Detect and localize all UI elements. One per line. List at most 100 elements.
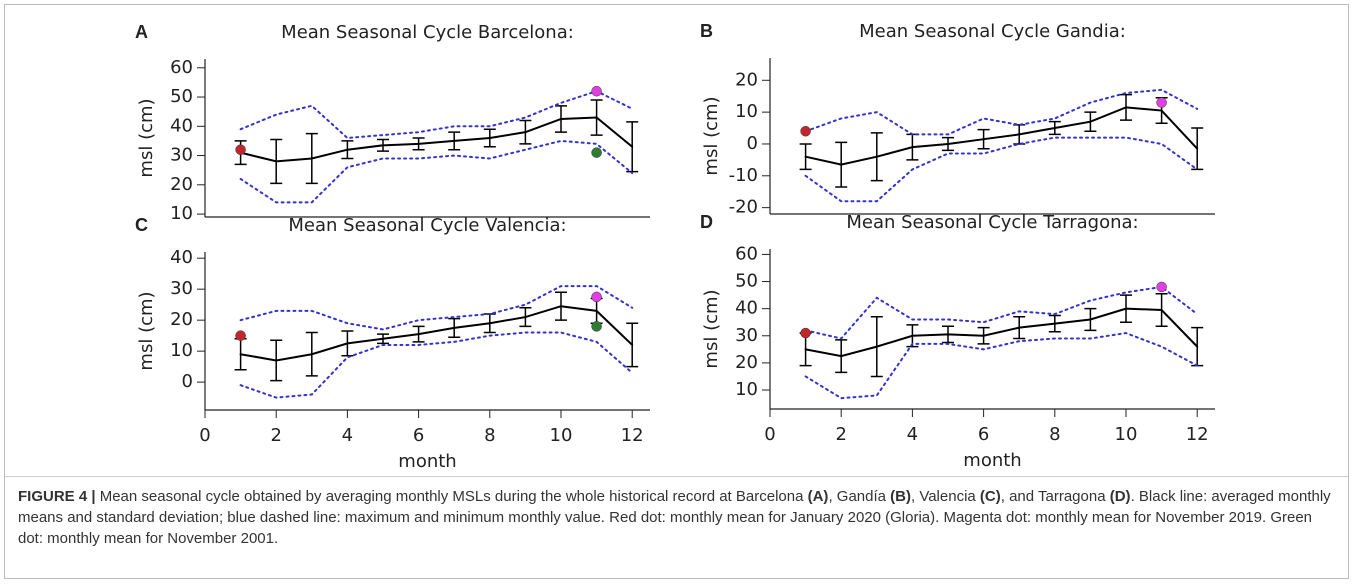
error-bar — [590, 99, 603, 136]
y-tick-label: 30 — [170, 278, 193, 299]
error-bar — [1048, 314, 1061, 333]
error-bar — [626, 121, 639, 173]
y-tick-label: 10 — [735, 101, 758, 122]
y-tick-label: -20 — [729, 197, 758, 218]
y-tick-label: 40 — [735, 298, 758, 319]
event-dot — [591, 321, 602, 332]
error-bar — [626, 322, 639, 368]
error-bar — [270, 339, 283, 382]
caption-text: (C) — [979, 488, 1001, 505]
figure: A Mean Seasonal Cycle Barcelona: msl (cm) 1… — [135, 21, 1215, 470]
mean-line — [804, 307, 1199, 358]
error-bar — [555, 105, 567, 133]
y-tick-label: 10 — [735, 379, 758, 400]
x-tick-label: 4 — [342, 425, 353, 446]
error-bar — [977, 128, 990, 150]
x-axis-label: month — [963, 450, 1021, 470]
error-bar — [412, 137, 425, 151]
y-tick-label: 0 — [182, 371, 193, 392]
separator — [5, 476, 1348, 477]
caption: FIGURE 4 | Mean seasonal cycle obtained … — [18, 486, 1338, 549]
error-bar — [1191, 127, 1204, 171]
panel-label: C — [135, 215, 148, 235]
error-bar — [270, 138, 283, 185]
error-bar — [835, 339, 848, 374]
x-tick-label: 8 — [1049, 424, 1060, 445]
y-tick-label: 40 — [170, 115, 193, 136]
error-bar — [448, 131, 461, 151]
range-line — [239, 139, 634, 204]
x-tick-label: 0 — [199, 425, 210, 446]
error-bar — [835, 141, 848, 188]
panel-label: B — [700, 21, 713, 41]
range-line — [804, 88, 1199, 136]
error-bar — [519, 119, 532, 145]
error-bar — [555, 291, 567, 321]
event-dot — [800, 327, 811, 339]
panel-label: D — [700, 212, 713, 232]
y-tick-label: 30 — [170, 145, 193, 166]
caption-text: FIGURE 4 | — [18, 488, 96, 505]
x-tick-label: 6 — [978, 424, 989, 445]
caption-text: (B) — [890, 488, 911, 505]
figure-frame — [4, 4, 1349, 579]
range-line — [804, 136, 1199, 203]
chart-title: Mean Seasonal Cycle Barcelona: — [281, 22, 574, 43]
x-axis-label: month — [398, 451, 456, 470]
caption-text: , Valencia — [910, 488, 980, 505]
y-tick-label: 50 — [735, 271, 758, 292]
x-tick-label: 6 — [413, 425, 424, 446]
chart-title: Mean Seasonal Cycle Gandia: — [859, 21, 1126, 42]
x-tick-label: 12 — [621, 425, 644, 446]
event-dot — [1156, 97, 1167, 108]
x-tick-label: 2 — [835, 424, 846, 445]
y-tick-label: 10 — [170, 340, 193, 361]
error-bar — [483, 128, 496, 148]
y-axis-label: msl (cm) — [136, 98, 157, 177]
mean-line — [239, 116, 634, 163]
caption-text: (A) — [807, 488, 829, 505]
y-axis-label: msl (cm) — [701, 289, 722, 368]
error-bar — [1120, 93, 1132, 121]
error-bar — [799, 143, 812, 171]
error-bar — [305, 132, 318, 185]
event-dot — [800, 125, 811, 137]
y-tick-label: 60 — [170, 57, 193, 78]
error-bar — [305, 331, 318, 377]
error-bar — [1013, 316, 1026, 340]
y-tick-label: 50 — [170, 86, 193, 107]
caption-text: Mean seasonal cycle obtained by averagin… — [95, 488, 808, 505]
x-tick-label: 0 — [764, 424, 775, 445]
error-bar — [942, 325, 954, 344]
error-bar — [1048, 120, 1061, 136]
caption-text: (D) — [1109, 488, 1131, 505]
y-tick-label: 20 — [735, 352, 758, 373]
error-bar — [341, 330, 354, 357]
panel-label: A — [135, 22, 148, 42]
range-line — [804, 332, 1199, 400]
range-line — [239, 331, 634, 399]
error-bar — [1084, 111, 1097, 132]
x-tick-label: 4 — [907, 424, 918, 445]
y-tick-label: 20 — [170, 309, 193, 330]
y-axis-label: msl (cm) — [136, 291, 157, 370]
error-bar — [870, 316, 883, 378]
y-tick-label: 40 — [170, 247, 193, 268]
caption-text: , and Tarragona — [1000, 488, 1110, 505]
event-dot — [591, 147, 602, 158]
error-bar — [341, 140, 354, 160]
error-bar — [1191, 326, 1204, 367]
error-bar — [1120, 294, 1132, 323]
y-tick-label: -10 — [729, 165, 758, 186]
y-axis-label: msl (cm) — [701, 96, 722, 175]
mean-line — [239, 305, 634, 362]
y-tick-label: 30 — [735, 325, 758, 346]
x-tick-label: 8 — [484, 425, 495, 446]
error-bar — [870, 132, 883, 182]
x-tick-label: 2 — [270, 425, 281, 446]
error-bar — [377, 333, 389, 345]
event-dot — [235, 330, 246, 341]
error-bar — [1155, 292, 1168, 328]
y-tick-label: 20 — [170, 174, 193, 195]
